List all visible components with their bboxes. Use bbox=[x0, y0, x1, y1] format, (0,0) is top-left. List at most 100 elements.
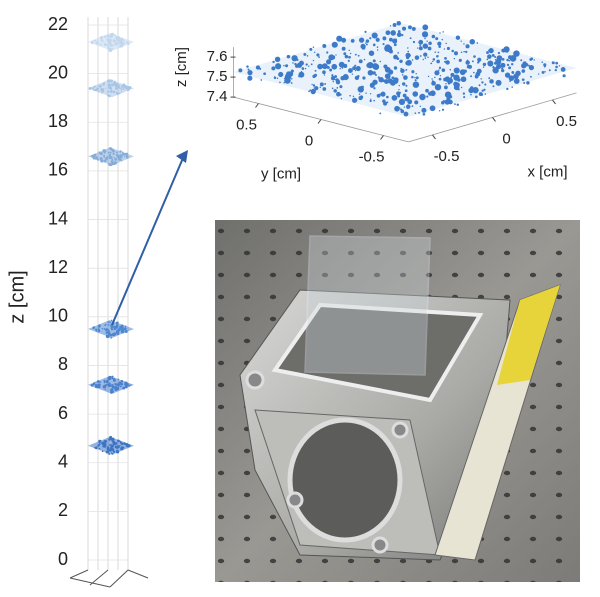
cloud-dot bbox=[392, 23, 397, 27]
layer-dot bbox=[120, 87, 122, 90]
layer-dot bbox=[122, 83, 126, 87]
cloud-dot bbox=[373, 99, 376, 102]
layer-dot bbox=[99, 152, 103, 156]
box-edge bbox=[69, 569, 89, 579]
cloud-dot bbox=[417, 47, 419, 49]
cloud-dot bbox=[348, 49, 350, 52]
cloud-dot bbox=[541, 71, 545, 74]
cloud-dot bbox=[310, 63, 313, 66]
cloud-dot bbox=[397, 30, 401, 33]
y-tick-label: 6 bbox=[58, 403, 68, 423]
layer-dot bbox=[93, 39, 96, 42]
cloud-dot bbox=[347, 59, 350, 62]
cloud-dot bbox=[460, 51, 463, 53]
layer-dot bbox=[118, 328, 120, 330]
cloud-dot bbox=[393, 66, 398, 70]
cloud-dot bbox=[376, 93, 381, 98]
cloud-dot bbox=[400, 68, 405, 74]
z-axis-label: z [cm] bbox=[173, 47, 190, 87]
cloud-dot bbox=[255, 65, 261, 70]
cloud-dot bbox=[491, 53, 495, 57]
cloud-dot bbox=[290, 69, 294, 73]
cloud-dot bbox=[321, 63, 328, 70]
cloud-dot bbox=[444, 57, 447, 60]
layer-dot bbox=[99, 157, 103, 161]
cloud-dot bbox=[313, 73, 318, 77]
cloud-dot bbox=[478, 84, 481, 87]
layer-dot bbox=[107, 448, 110, 451]
y-tick-label: 4 bbox=[58, 451, 68, 471]
cloud-dot bbox=[366, 62, 372, 68]
cloud-dot bbox=[449, 68, 452, 71]
layer-dot bbox=[113, 379, 116, 382]
cloud-dot bbox=[405, 97, 408, 99]
cloud-dot bbox=[382, 79, 386, 83]
cloud-dot bbox=[453, 67, 460, 74]
cloud-dot bbox=[506, 50, 509, 53]
cloud-dot bbox=[438, 69, 440, 71]
cloud-dot bbox=[314, 89, 317, 92]
cloud-dot bbox=[508, 66, 512, 70]
cloud-dot bbox=[501, 48, 506, 53]
cloud-dot bbox=[411, 105, 414, 108]
layer-dot bbox=[127, 444, 131, 448]
cloud-dot bbox=[454, 82, 460, 88]
cloud-dot bbox=[411, 26, 416, 31]
cloud-dot bbox=[284, 77, 291, 84]
layer-dot bbox=[112, 450, 115, 453]
cloud-dot bbox=[358, 93, 361, 95]
layer-dot bbox=[130, 384, 132, 386]
cloud-dot bbox=[555, 65, 558, 69]
cloud-dot bbox=[523, 81, 526, 84]
cloud-dot bbox=[454, 103, 456, 105]
cloud-dot bbox=[390, 51, 392, 54]
cloud-dot bbox=[460, 76, 467, 83]
cloud-dot bbox=[363, 58, 366, 61]
layer-dot bbox=[115, 41, 117, 44]
cloud-dot bbox=[380, 91, 386, 97]
cloud-dot bbox=[500, 62, 506, 68]
cloud-dot bbox=[437, 41, 442, 46]
cloud-dot bbox=[442, 100, 446, 103]
layer-dot bbox=[98, 324, 101, 327]
cloud-dot bbox=[405, 60, 410, 66]
layer-dot bbox=[99, 36, 103, 40]
layer-dot bbox=[101, 328, 104, 330]
cloud-dot bbox=[402, 93, 407, 98]
cloud-dot bbox=[369, 71, 372, 74]
cloud-dot bbox=[470, 93, 472, 96]
layer-dot bbox=[107, 321, 110, 323]
layer-dot bbox=[104, 43, 107, 46]
y-tick-label: 22 bbox=[48, 14, 68, 34]
cloud-dot bbox=[339, 86, 342, 88]
layer-dot bbox=[114, 385, 117, 388]
cloud-dot bbox=[358, 37, 365, 43]
cloud-dot bbox=[339, 93, 342, 96]
cloud-dot bbox=[455, 35, 461, 40]
cloud-dot bbox=[324, 83, 327, 85]
cloud-dot bbox=[444, 60, 447, 63]
cloud-dot bbox=[450, 72, 455, 77]
y-tick-label: 0 bbox=[305, 132, 313, 149]
cloud-dot bbox=[379, 112, 382, 115]
cloud-dot bbox=[414, 100, 419, 105]
layer-dot bbox=[96, 87, 100, 91]
layer-dot bbox=[98, 152, 101, 155]
cloud-dot bbox=[445, 60, 450, 65]
cloud-dot bbox=[431, 34, 436, 39]
cloud-dot bbox=[331, 74, 334, 77]
layer-dot bbox=[91, 155, 95, 158]
cloud-dot bbox=[329, 68, 333, 72]
cloud-dot bbox=[488, 77, 491, 80]
cloud-dot bbox=[414, 76, 416, 79]
cloud-dot bbox=[562, 74, 566, 78]
layer-dot bbox=[102, 41, 105, 43]
layer-dot bbox=[96, 158, 100, 161]
layer-dot bbox=[114, 327, 117, 330]
cloud-dot bbox=[533, 59, 535, 61]
cloud-dot bbox=[305, 63, 308, 66]
layer-dot bbox=[120, 326, 124, 330]
cloud-dot bbox=[425, 88, 429, 93]
layer-dot bbox=[123, 328, 126, 331]
cloud-dot bbox=[333, 89, 337, 93]
